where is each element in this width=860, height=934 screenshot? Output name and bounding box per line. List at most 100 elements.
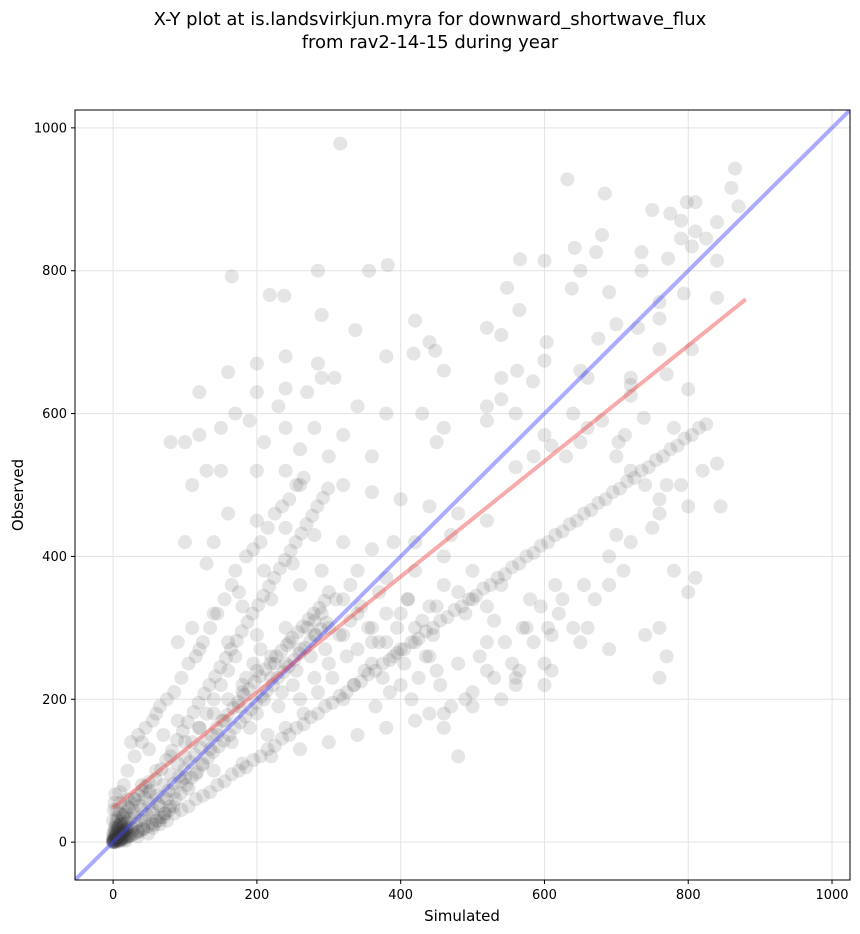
data-point (174, 803, 189, 817)
data-point (397, 656, 412, 671)
data-point (116, 825, 131, 840)
data-point (314, 370, 329, 385)
data-point (107, 795, 122, 810)
data-point (465, 563, 480, 578)
data-point (293, 578, 308, 592)
data-point (131, 824, 146, 839)
data-point (307, 420, 322, 435)
data-point (109, 803, 124, 817)
data-point (249, 356, 264, 371)
data-point (120, 792, 135, 807)
data-point (580, 370, 595, 385)
data-point (652, 342, 667, 357)
data-point (479, 635, 494, 650)
data-point (157, 806, 172, 821)
data-point (192, 385, 207, 400)
data-point (136, 821, 151, 836)
data-point (195, 788, 210, 803)
data-point (123, 828, 138, 843)
data-point (111, 821, 126, 836)
data-point (433, 613, 448, 628)
data-point (699, 231, 714, 246)
data-point (310, 706, 325, 721)
data-point (247, 675, 262, 690)
data-point (177, 749, 192, 764)
data-point (333, 136, 348, 151)
data-point (106, 833, 121, 847)
data-point (526, 545, 541, 560)
data-point (465, 685, 480, 700)
data-point (220, 708, 235, 722)
data-point (458, 606, 473, 621)
data-point (648, 453, 663, 467)
data-point (512, 303, 527, 317)
data-point (709, 290, 724, 305)
data-point (472, 649, 487, 664)
data-point (257, 435, 272, 450)
data-point (310, 356, 325, 371)
data-point (251, 598, 266, 612)
data-point (111, 833, 126, 847)
data-point (119, 822, 134, 837)
data-point (362, 263, 377, 278)
data-point (560, 172, 575, 187)
data-point (126, 805, 141, 820)
data-point (152, 813, 167, 828)
data-point (149, 788, 164, 803)
data-point (124, 820, 139, 835)
data-point (544, 628, 559, 642)
data-point (594, 228, 609, 242)
data-point (368, 699, 383, 714)
data-point (422, 335, 437, 350)
data-point (623, 463, 638, 478)
data-point (110, 810, 125, 825)
data-point (162, 803, 177, 817)
data-point (253, 749, 268, 764)
data-point (239, 670, 254, 685)
data-point (262, 288, 277, 302)
data-point (192, 428, 207, 442)
data-point (115, 825, 130, 840)
identity-line (75, 110, 850, 880)
data-point (684, 239, 699, 254)
data-point (116, 824, 131, 839)
data-point (229, 633, 244, 648)
data-point (130, 825, 145, 840)
data-point (249, 663, 264, 678)
data-point (666, 563, 681, 578)
data-point (278, 656, 293, 671)
data-point (239, 760, 254, 775)
data-point (321, 585, 336, 600)
data-point (242, 413, 257, 428)
data-point (242, 720, 257, 735)
data-point (580, 620, 595, 635)
data-point (580, 420, 595, 435)
data-point (253, 535, 268, 550)
data-point (117, 832, 132, 847)
data-point (177, 735, 192, 750)
data-point (145, 820, 160, 835)
data-point (157, 806, 172, 821)
data-point (174, 670, 189, 685)
axis-ticks: 0 200 400 600 800 1000 0 200 400 600 800 1000 (34, 121, 849, 903)
data-point (116, 829, 131, 844)
data-point (246, 542, 261, 557)
data-point (440, 610, 455, 625)
y-tick-label: 1000 (34, 121, 67, 136)
data-point (354, 674, 369, 689)
data-point (184, 770, 199, 785)
data-point (303, 649, 318, 664)
data-point (339, 685, 354, 700)
data-point (114, 833, 129, 847)
data-point (109, 831, 124, 846)
data-point (645, 520, 660, 535)
data-point (436, 578, 451, 592)
data-point (408, 563, 423, 578)
data-point (217, 592, 232, 607)
data-point (213, 420, 228, 435)
data-point (724, 180, 739, 195)
data-point (118, 823, 133, 837)
data-point (321, 449, 336, 464)
data-point (258, 662, 273, 677)
data-point (408, 635, 423, 650)
